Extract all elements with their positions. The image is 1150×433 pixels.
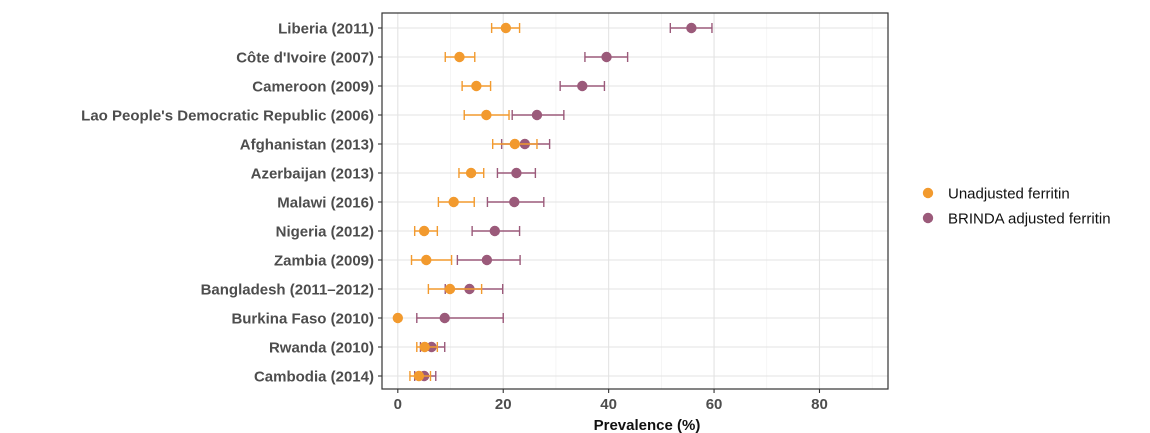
- series-unadjusted: [392, 22, 538, 382]
- x-tick-label: 60: [706, 396, 723, 413]
- data-point: [500, 22, 512, 34]
- data-point: [686, 22, 697, 34]
- y-tick-label: Azerbaijan (2013): [251, 166, 374, 183]
- data-point: [413, 370, 425, 382]
- data-point: [465, 167, 477, 179]
- data-point: [509, 196, 520, 208]
- legend-label: BRINDA adjusted ferritin: [948, 211, 1111, 228]
- y-tick-label: Côte d'Ivoire (2007): [236, 50, 374, 67]
- data-point: [509, 138, 521, 150]
- data-point: [392, 312, 404, 324]
- y-tick-label: Bangladesh (2011–2012): [201, 282, 374, 299]
- grid-lines: [382, 13, 888, 389]
- data-point: [481, 254, 493, 266]
- data-point: [421, 254, 432, 266]
- data-point: [531, 109, 543, 121]
- data-point: [444, 283, 456, 295]
- legend: Unadjusted ferritin BRINDA adjusted ferri…: [922, 186, 1111, 228]
- x-tick-label: 40: [600, 396, 617, 413]
- data-point: [419, 341, 430, 353]
- data-point: [418, 225, 430, 237]
- data-marks: [392, 22, 713, 382]
- y-tick-label: Burkina Faso (2010): [231, 311, 374, 328]
- y-tick-label: Malawi (2016): [277, 195, 374, 212]
- x-axis-title: Prevalence (%): [594, 417, 701, 433]
- data-point: [511, 167, 522, 179]
- y-tick-label: Zambia (2009): [274, 253, 374, 270]
- data-point: [489, 225, 500, 237]
- y-tick-label: Cambodia (2014): [254, 369, 374, 386]
- data-point: [471, 80, 482, 92]
- plot-panel: [382, 13, 888, 389]
- y-tick-label: Liberia (2011): [278, 21, 374, 38]
- x-tick-label: 0: [394, 396, 402, 413]
- y-tick-labels: Liberia (2011) Côte d'Ivoire (2007) Camero…: [81, 21, 382, 386]
- data-point: [601, 51, 612, 63]
- data-point: [454, 51, 465, 63]
- data-point: [448, 196, 459, 208]
- x-tick-label: 80: [811, 396, 828, 413]
- y-tick-label: Lao People's Democratic Republic (2006): [81, 108, 374, 125]
- y-tick-label: Rwanda (2010): [269, 340, 374, 357]
- legend-key: [922, 187, 934, 199]
- data-point: [481, 109, 492, 121]
- x-tick-label: 20: [495, 396, 512, 413]
- legend-label: Unadjusted ferritin: [948, 186, 1070, 203]
- data-point: [439, 312, 450, 324]
- y-tick-label: Afghanistan (2013): [240, 137, 374, 154]
- y-tick-label: Nigeria (2012): [276, 224, 374, 241]
- x-tick-labels: 0 20 40 60 80: [394, 389, 828, 413]
- data-point: [577, 80, 588, 92]
- y-tick-label: Cameroon (2009): [252, 79, 374, 96]
- legend-key: [922, 212, 934, 224]
- plot-border: [381, 12, 889, 390]
